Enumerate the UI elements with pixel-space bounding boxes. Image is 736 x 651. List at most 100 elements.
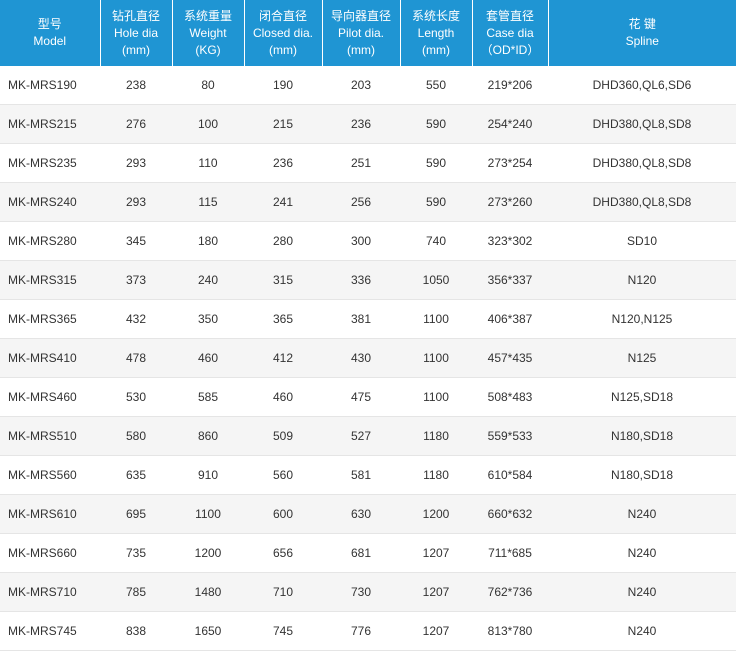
header-unit: (mm) [122,43,150,57]
header-zh: 导向器直径 [331,9,391,23]
cell-pilot: 236 [322,105,400,144]
cell-pilot: 581 [322,456,400,495]
cell-pilot: 300 [322,222,400,261]
cell-model: MK-MRS280 [0,222,100,261]
cell-spline: DHD380,QL8,SD8 [548,183,736,222]
cell-case: 254*240 [472,105,548,144]
header-en: Case dia [486,26,533,40]
cell-spline: N240 [548,495,736,534]
cell-case: 323*302 [472,222,548,261]
header-zh: 钻孔直径 [112,9,160,23]
cell-model: MK-MRS190 [0,66,100,105]
table-row: MK-MRS4605305854604751100508*483N125,SD1… [0,378,736,417]
cell-weight: 350 [172,300,244,339]
table-row: MK-MRS280345180280300740323*302SD10 [0,222,736,261]
cell-weight: 1100 [172,495,244,534]
col-header-case: 套管直径 Case dia （OD*ID） [472,0,548,66]
cell-closed: 600 [244,495,322,534]
cell-length: 1180 [400,456,472,495]
header-unit: (mm) [422,43,450,57]
cell-hole: 838 [100,612,172,651]
cell-spline: N125,SD18 [548,378,736,417]
cell-pilot: 430 [322,339,400,378]
header-unit: (KG) [195,43,220,57]
cell-spline: SD10 [548,222,736,261]
col-header-model: 型号 Model [0,0,100,66]
cell-case: 273*254 [472,144,548,183]
cell-closed: 365 [244,300,322,339]
col-header-closed: 闭合直径 Closed dia. (mm) [244,0,322,66]
cell-closed: 215 [244,105,322,144]
header-unit: (mm) [269,43,297,57]
cell-spline: N180,SD18 [548,456,736,495]
cell-hole: 735 [100,534,172,573]
cell-hole: 345 [100,222,172,261]
cell-spline: N125 [548,339,736,378]
cell-case: 406*387 [472,300,548,339]
cell-model: MK-MRS215 [0,105,100,144]
header-zh: 花 键 [629,17,656,31]
cell-spline: DHD380,QL8,SD8 [548,144,736,183]
cell-pilot: 256 [322,183,400,222]
cell-length: 1100 [400,378,472,417]
header-en: Model [33,34,66,48]
header-zh: 系统重量 [184,9,232,23]
cell-length: 550 [400,66,472,105]
cell-model: MK-MRS610 [0,495,100,534]
cell-weight: 80 [172,66,244,105]
header-en: Spline [626,34,659,48]
cell-model: MK-MRS315 [0,261,100,300]
cell-hole: 238 [100,66,172,105]
header-zh: 套管直径 [486,9,534,23]
cell-closed: 315 [244,261,322,300]
table-row: MK-MRS215276100215236590254*240DHD380,QL… [0,105,736,144]
cell-pilot: 251 [322,144,400,183]
cell-weight: 1480 [172,573,244,612]
col-header-spline: 花 键 Spline [548,0,736,66]
cell-weight: 1650 [172,612,244,651]
cell-case: 610*584 [472,456,548,495]
cell-closed: 241 [244,183,322,222]
cell-closed: 509 [244,417,322,456]
cell-closed: 236 [244,144,322,183]
cell-hole: 785 [100,573,172,612]
cell-weight: 585 [172,378,244,417]
cell-length: 1180 [400,417,472,456]
cell-length: 590 [400,144,472,183]
cell-weight: 240 [172,261,244,300]
header-zh: 系统长度 [412,9,460,23]
col-header-weight: 系统重量 Weight (KG) [172,0,244,66]
cell-pilot: 527 [322,417,400,456]
cell-model: MK-MRS365 [0,300,100,339]
header-unit: (mm) [347,43,375,57]
header-en: Weight [189,26,226,40]
cell-hole: 293 [100,144,172,183]
table-row: MK-MRS240293115241256590273*260DHD380,QL… [0,183,736,222]
header-zh: 型号 [38,17,62,31]
cell-model: MK-MRS560 [0,456,100,495]
header-en: Hole dia [114,26,158,40]
cell-spline: DHD360,QL6,SD6 [548,66,736,105]
table-row: MK-MRS19023880190203550219*206DHD360,QL6… [0,66,736,105]
header-en: Length [418,26,455,40]
col-header-length: 系统长度 Length (mm) [400,0,472,66]
cell-length: 590 [400,105,472,144]
cell-closed: 280 [244,222,322,261]
cell-hole: 635 [100,456,172,495]
cell-hole: 276 [100,105,172,144]
cell-pilot: 681 [322,534,400,573]
table-row: MK-MRS61069511006006301200660*632N240 [0,495,736,534]
cell-spline: DHD380,QL8,SD8 [548,105,736,144]
col-header-pilot: 导向器直径 Pilot dia. (mm) [322,0,400,66]
cell-weight: 860 [172,417,244,456]
table-header: 型号 Model 钻孔直径 Hole dia (mm) 系统重量 Weight … [0,0,736,66]
spec-table: 型号 Model 钻孔直径 Hole dia (mm) 系统重量 Weight … [0,0,736,651]
cell-spline: N240 [548,612,736,651]
cell-spline: N240 [548,534,736,573]
cell-case: 508*483 [472,378,548,417]
cell-length: 1207 [400,534,472,573]
cell-closed: 710 [244,573,322,612]
cell-model: MK-MRS240 [0,183,100,222]
cell-length: 1207 [400,573,472,612]
cell-weight: 110 [172,144,244,183]
